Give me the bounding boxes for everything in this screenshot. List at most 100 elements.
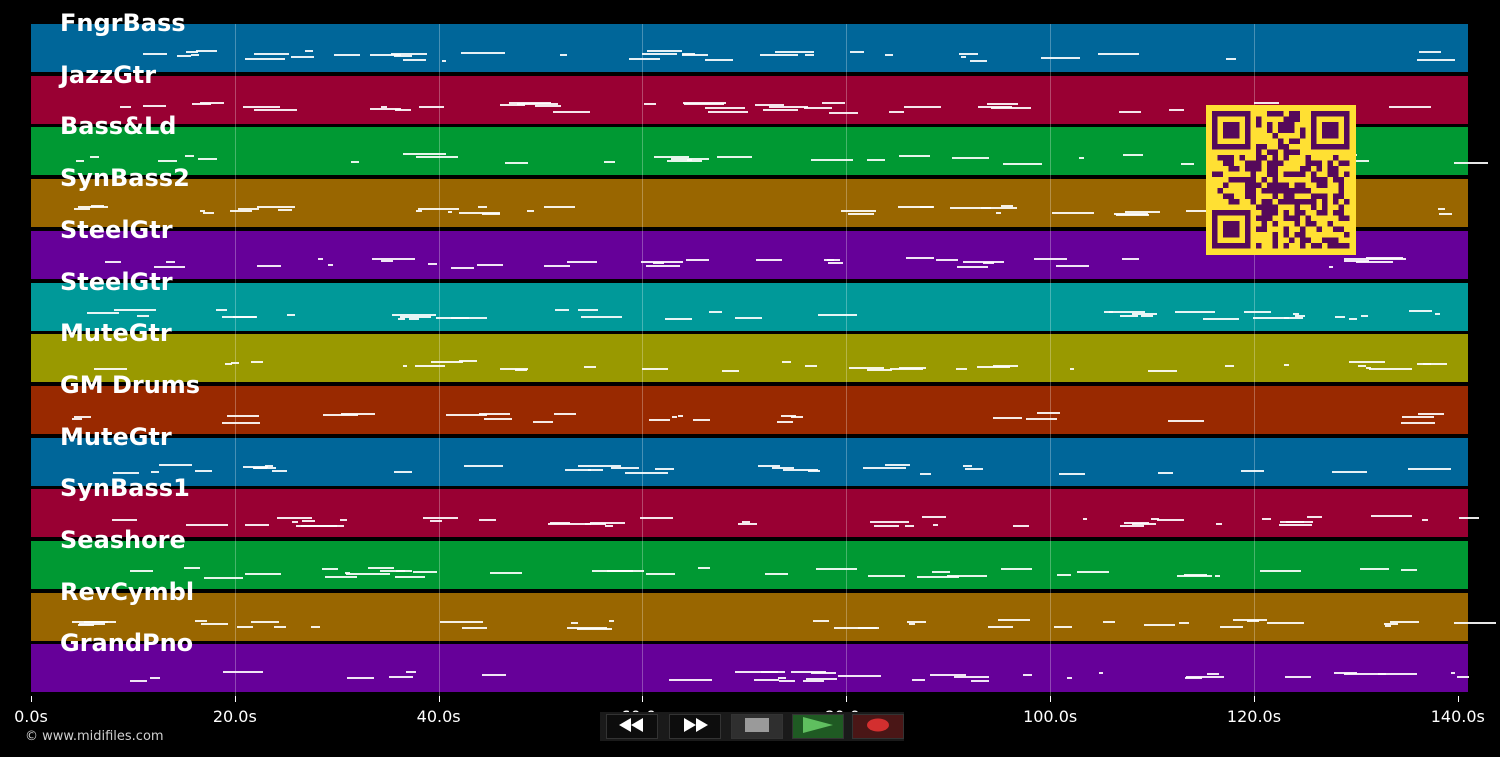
midi-note bbox=[1453, 161, 1488, 164]
midi-note bbox=[824, 259, 835, 262]
midi-note bbox=[1077, 570, 1109, 573]
midi-note bbox=[791, 415, 804, 418]
midi-note bbox=[244, 524, 269, 527]
midi-note bbox=[381, 105, 387, 108]
midi-note bbox=[1401, 415, 1434, 418]
midi-note bbox=[827, 261, 843, 264]
midi-note bbox=[976, 366, 1011, 369]
midi-note bbox=[222, 421, 261, 424]
midi-note bbox=[1184, 677, 1203, 680]
midi-note bbox=[394, 471, 413, 474]
midi-note bbox=[479, 518, 497, 521]
midi-note bbox=[1052, 212, 1095, 215]
midi-note bbox=[243, 105, 281, 108]
midi-note bbox=[858, 626, 879, 629]
rewind-button[interactable] bbox=[606, 714, 658, 739]
midi-note bbox=[640, 516, 674, 519]
grid-line bbox=[234, 24, 236, 696]
midi-note bbox=[79, 623, 105, 626]
midi-note bbox=[1328, 266, 1333, 269]
midi-note bbox=[1215, 523, 1222, 526]
midi-note bbox=[1417, 59, 1456, 62]
midi-note bbox=[559, 53, 568, 56]
midi-note bbox=[588, 468, 604, 471]
midi-note bbox=[196, 50, 217, 53]
midi-note bbox=[431, 361, 463, 364]
midi-note bbox=[686, 158, 692, 161]
midi-note bbox=[762, 108, 799, 111]
stop-button[interactable] bbox=[731, 714, 783, 739]
midi-note bbox=[1103, 621, 1115, 624]
midi-note bbox=[987, 626, 1014, 629]
midi-note bbox=[370, 53, 402, 56]
midi-note bbox=[419, 105, 444, 108]
midi-note bbox=[1453, 621, 1496, 624]
midi-note bbox=[458, 211, 500, 214]
midi-note bbox=[834, 626, 878, 629]
midi-note bbox=[250, 361, 263, 364]
record-button[interactable] bbox=[852, 714, 904, 739]
midi-note bbox=[664, 318, 692, 321]
fast-forward-button[interactable] bbox=[669, 714, 721, 739]
track-lane bbox=[31, 385, 1468, 436]
rewind-icon bbox=[617, 718, 647, 735]
midi-note bbox=[318, 258, 323, 261]
tick-mark bbox=[1050, 696, 1052, 702]
midi-note bbox=[1078, 156, 1084, 159]
copyright-text: © www.midifiles.com bbox=[25, 729, 164, 744]
midi-note bbox=[515, 369, 528, 372]
midi-note bbox=[1438, 207, 1445, 210]
midi-note bbox=[951, 157, 990, 160]
play-button[interactable] bbox=[792, 714, 844, 739]
midi-note bbox=[890, 367, 923, 370]
midi-note bbox=[72, 417, 83, 420]
midi-note bbox=[868, 574, 905, 577]
midi-note bbox=[885, 54, 893, 57]
midi-note bbox=[654, 468, 675, 471]
midi-note bbox=[1185, 209, 1212, 212]
midi-note bbox=[462, 627, 487, 630]
tick-label: 40.0s bbox=[416, 707, 461, 726]
midi-note bbox=[930, 673, 967, 676]
midi-note bbox=[203, 212, 214, 215]
midi-note bbox=[867, 159, 886, 162]
midi-note bbox=[1416, 362, 1447, 365]
midi-note bbox=[678, 414, 683, 417]
midi-note bbox=[607, 569, 645, 572]
midi-note bbox=[708, 111, 748, 114]
midi-note bbox=[397, 317, 405, 320]
midi-note bbox=[1286, 521, 1313, 524]
midi-note bbox=[1344, 260, 1369, 263]
midi-note bbox=[765, 572, 789, 575]
midi-note bbox=[105, 261, 121, 264]
midi-note bbox=[668, 678, 713, 681]
midi-note bbox=[1368, 367, 1412, 370]
midi-note bbox=[705, 58, 733, 61]
midi-note bbox=[93, 368, 128, 371]
midi-note bbox=[874, 524, 899, 527]
midi-note bbox=[653, 155, 690, 158]
midi-note bbox=[1253, 101, 1280, 104]
midi-note bbox=[346, 573, 391, 576]
tick-label: 120.0s bbox=[1226, 707, 1282, 726]
midi-note bbox=[1119, 525, 1145, 528]
midi-note bbox=[321, 567, 338, 570]
tick-mark bbox=[31, 696, 32, 702]
midi-note bbox=[807, 469, 820, 472]
midi-note bbox=[946, 575, 987, 578]
midi-note bbox=[986, 103, 1018, 106]
midi-note bbox=[760, 54, 798, 57]
midi-note bbox=[1333, 671, 1358, 674]
midi-note bbox=[1132, 523, 1156, 526]
midi-note bbox=[647, 50, 682, 53]
midi-note bbox=[847, 213, 875, 216]
midi-note bbox=[221, 316, 257, 319]
midi-note bbox=[1349, 361, 1386, 364]
midi-note bbox=[272, 469, 288, 472]
midi-note bbox=[129, 679, 147, 682]
midi-note bbox=[464, 465, 504, 468]
midi-note bbox=[1371, 515, 1413, 518]
midi-note bbox=[1219, 625, 1244, 628]
midi-note bbox=[771, 466, 795, 469]
midi-note bbox=[756, 259, 783, 262]
